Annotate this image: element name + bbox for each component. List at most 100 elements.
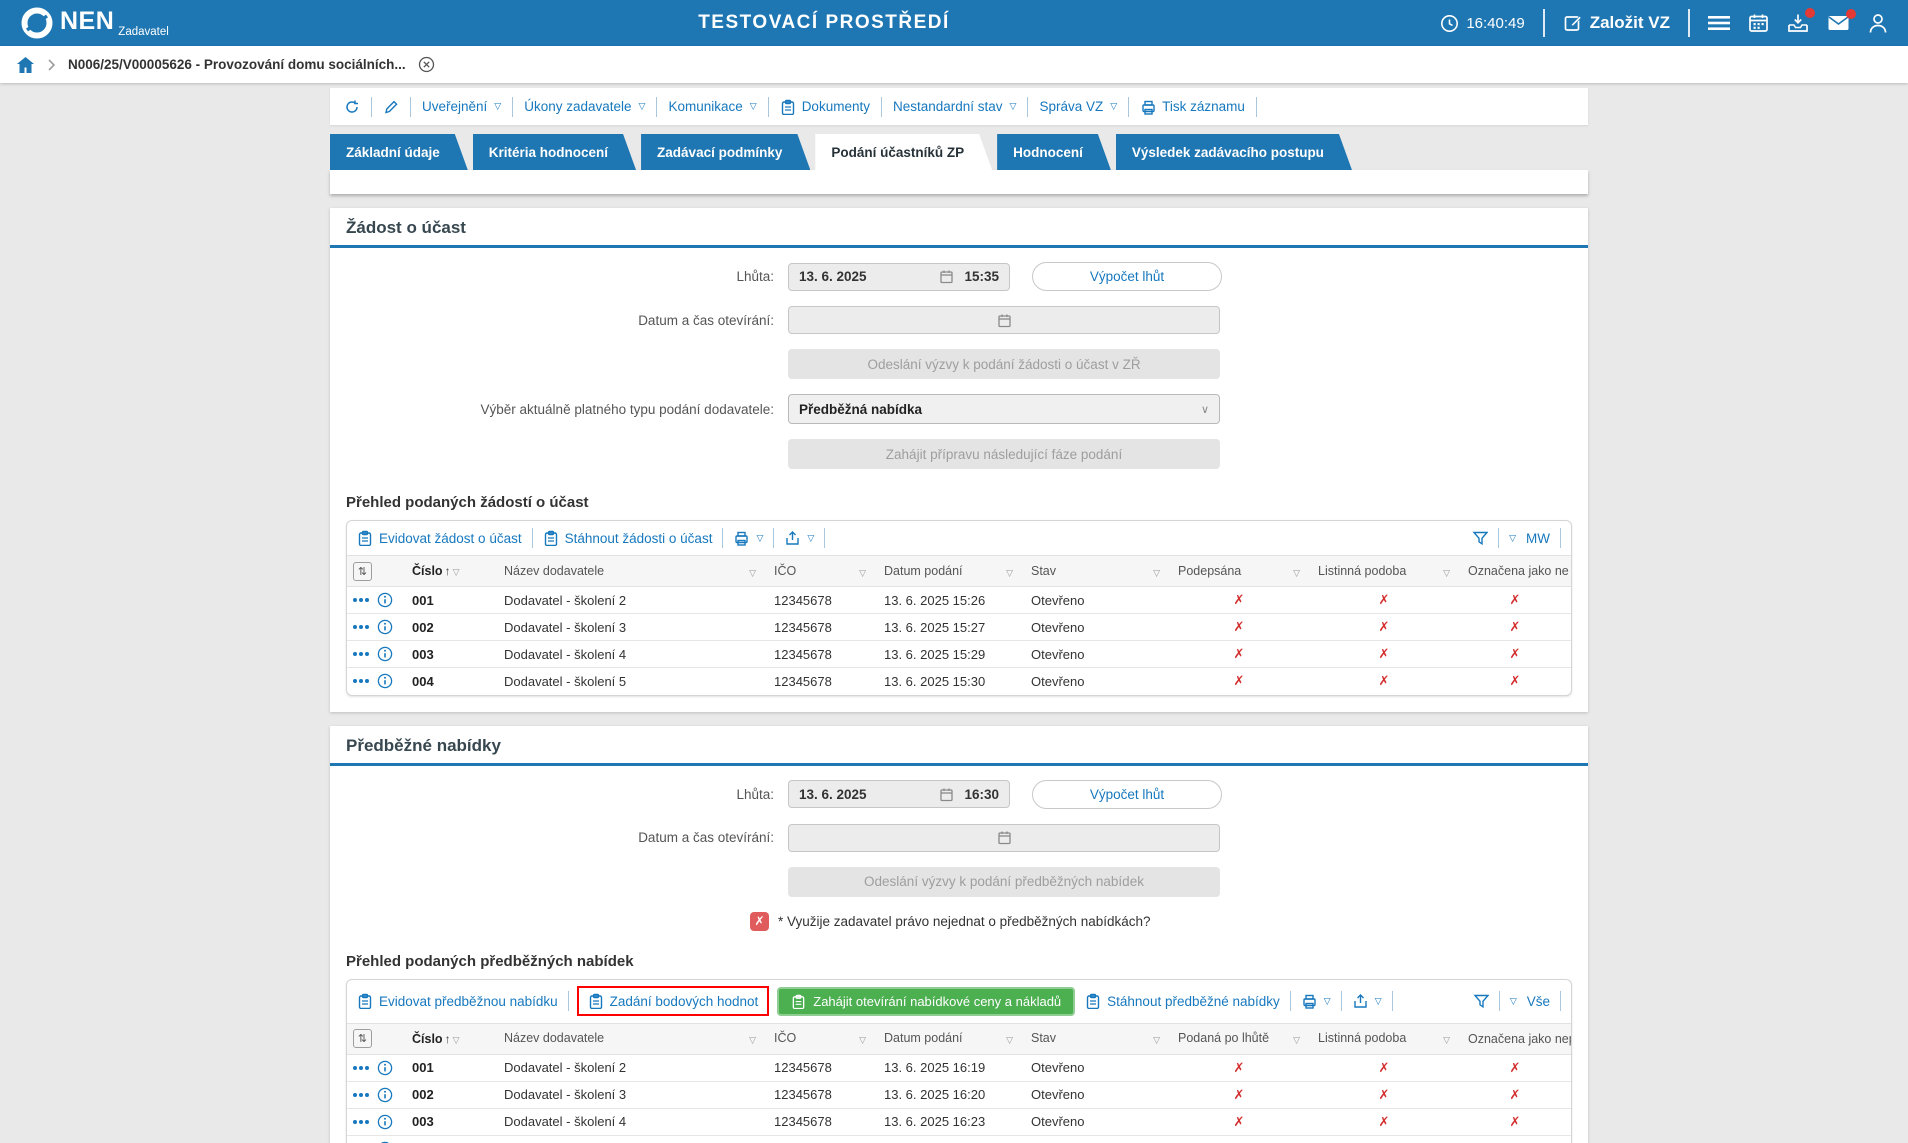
menu-ukony-zadavatele[interactable]: Úkony zadavatele▽: [524, 99, 645, 114]
calendar-icon[interactable]: [939, 269, 954, 284]
typ-podani-select[interactable]: Předběžná nabídka ∨: [788, 394, 1220, 424]
column-header[interactable]: ▽IČO: [765, 556, 875, 587]
tab-zadavaci-podminky[interactable]: Zadávací podmínky: [641, 134, 810, 170]
row-menu-icon[interactable]: [353, 679, 369, 683]
lhuta-time-value[interactable]: 15:35: [964, 269, 999, 284]
evidovat-zadost-button[interactable]: Evidovat žádost o účast: [357, 530, 522, 546]
tab-podani-ucastniku-zp[interactable]: Podání účastníků ZP: [815, 134, 992, 170]
row-menu-icon[interactable]: [353, 1120, 369, 1124]
column-header[interactable]: Číslo↑▽: [403, 556, 495, 587]
view-selector[interactable]: MW: [1526, 531, 1550, 546]
view-dropdown-icon[interactable]: ▽: [1509, 533, 1516, 544]
calendar-icon[interactable]: [997, 830, 1012, 845]
vypocet-lhut-button[interactable]: Výpočet lhůt: [1032, 780, 1222, 809]
view-dropdown-icon[interactable]: ▽: [1510, 996, 1517, 1007]
column-filter-icon[interactable]: ▽: [1443, 1035, 1450, 1046]
info-icon[interactable]: [377, 592, 393, 608]
column-settings-icon[interactable]: ⇅: [353, 562, 372, 581]
downloads-button[interactable]: [1787, 13, 1809, 33]
menu-komunikace[interactable]: Komunikace▽: [668, 99, 756, 114]
column-filter-icon[interactable]: ▽: [1443, 568, 1450, 579]
table-row[interactable]: 002 Dodavatel - školení 3 12345678 13. 6…: [347, 1081, 1571, 1108]
menu-tisk-zaznamu[interactable]: Tisk záznamu: [1140, 99, 1245, 115]
menu-button[interactable]: [1708, 15, 1730, 31]
column-header[interactable]: ▽Podepsána: [1169, 556, 1309, 587]
tab-zakladni-udaje[interactable]: Základní údaje: [330, 134, 468, 170]
export-button[interactable]: ▽: [1352, 993, 1382, 1009]
table-row[interactable]: 001 Dodavatel - školení 2 12345678 13. 6…: [347, 587, 1571, 614]
column-header[interactable]: ▽Stav: [1022, 556, 1169, 587]
column-header[interactable]: ▽IČO: [765, 1023, 875, 1054]
column-filter-icon[interactable]: ▽: [859, 568, 866, 579]
menu-sprava-vz[interactable]: Správa VZ▽: [1039, 99, 1117, 114]
zadani-bodovych-hodnot-button[interactable]: Zadání bodových hodnot: [588, 993, 759, 1009]
column-filter-icon[interactable]: ▽: [1153, 568, 1160, 579]
column-filter-icon[interactable]: ▽: [859, 1035, 866, 1046]
column-filter-icon[interactable]: ▽: [1293, 568, 1300, 579]
table-row[interactable]: 002 Dodavatel - školení 3 12345678 13. 6…: [347, 614, 1571, 641]
calendar-icon[interactable]: [997, 313, 1012, 328]
otevirani-datetime-field[interactable]: [788, 306, 1220, 334]
column-header[interactable]: ▽Podaná po lhůtě: [1169, 1023, 1309, 1054]
column-header[interactable]: ▽Datum podání: [875, 556, 1022, 587]
column-header[interactable]: Číslo↑▽: [403, 1023, 495, 1054]
vypocet-lhut-button[interactable]: Výpočet lhůt: [1032, 262, 1222, 291]
menu-uverejneni[interactable]: Uveřejnění▽: [422, 99, 501, 114]
row-menu-icon[interactable]: [353, 1066, 369, 1070]
column-filter-icon[interactable]: ▽: [749, 568, 756, 579]
view-selector[interactable]: Vše: [1527, 994, 1550, 1009]
tab-kriteria-hodnoceni[interactable]: Kritéria hodnocení: [473, 134, 636, 170]
menu-nestandardni-stav[interactable]: Nestandardní stav▽: [893, 99, 1016, 114]
odeslani-vyzvy-button[interactable]: Odeslání výzvy k podání předběžných nabí…: [788, 867, 1220, 897]
table-row[interactable]: 001 Dodavatel - školení 2 12345678 13. 6…: [347, 1054, 1571, 1081]
messages-button[interactable]: [1827, 14, 1850, 32]
profile-button[interactable]: [1868, 13, 1888, 34]
row-menu-icon[interactable]: [353, 625, 369, 629]
row-menu-icon[interactable]: [353, 598, 369, 602]
zahajit-pripravu-button[interactable]: Zahájit přípravu následující fáze podání: [788, 439, 1220, 469]
column-filter-icon[interactable]: ▽: [1153, 1035, 1160, 1046]
column-header[interactable]: ▽Listinná podoba: [1309, 1023, 1459, 1054]
column-header[interactable]: ▽Datum podání: [875, 1023, 1022, 1054]
evidovat-nabidku-button[interactable]: Evidovat předběžnou nabídku: [357, 993, 558, 1009]
filter-icon[interactable]: [1472, 530, 1488, 546]
refresh-button[interactable]: [344, 99, 360, 115]
column-header[interactable]: ▽Stav: [1022, 1023, 1169, 1054]
lhuta-date-value[interactable]: 13. 6. 2025: [799, 269, 929, 284]
calendar-button[interactable]: [1748, 13, 1769, 33]
table-row[interactable]: 004 Dodavatel - školení 5 12345678 13. 6…: [347, 668, 1571, 695]
lhuta-date-value[interactable]: 13. 6. 2025: [799, 787, 929, 802]
info-icon[interactable]: [377, 619, 393, 635]
tab-vysledek-zadavaciho-postupu[interactable]: Výsledek zadávacího postupu: [1116, 134, 1352, 170]
row-menu-icon[interactable]: [353, 1093, 369, 1097]
column-filter-icon[interactable]: ▽: [453, 1035, 460, 1045]
column-filter-icon[interactable]: ▽: [1006, 568, 1013, 579]
create-vz-button[interactable]: Založit VZ: [1563, 13, 1670, 33]
stahnout-nabidky-button[interactable]: Stáhnout předběžné nabídky: [1085, 993, 1280, 1009]
info-icon[interactable]: [377, 1060, 393, 1076]
column-header[interactable]: ▽Listinná podoba: [1309, 556, 1459, 587]
edit-button[interactable]: [383, 99, 399, 115]
lhuta-time-value[interactable]: 16:30: [964, 787, 999, 802]
info-icon[interactable]: [377, 1114, 393, 1130]
print-button[interactable]: ▽: [733, 530, 763, 546]
zahajit-otevirani-button[interactable]: Zahájit otevírání nabídkové ceny a nákla…: [777, 987, 1075, 1016]
info-icon[interactable]: [377, 646, 393, 662]
otevirani-datetime-field[interactable]: [788, 824, 1220, 852]
odeslani-vyzvy-button[interactable]: Odeslání výzvy k podání žádosti o účast …: [788, 349, 1220, 379]
close-tab-icon[interactable]: [418, 56, 435, 73]
column-header[interactable]: ▽Název dodavatele: [495, 1023, 765, 1054]
column-filter-icon[interactable]: ▽: [1293, 1035, 1300, 1046]
column-filter-icon[interactable]: ▽: [749, 1035, 756, 1046]
lhuta-datetime-field[interactable]: 13. 6. 2025 15:35: [788, 263, 1010, 291]
table-row[interactable]: 003 Dodavatel - školení 4 12345678 13. 6…: [347, 641, 1571, 668]
nen-logo[interactable]: NEN Zadavatel: [20, 6, 169, 40]
column-header[interactable]: Označena jako nep: [1459, 1023, 1571, 1054]
breadcrumb-item[interactable]: N006/25/V00005626 - Provozování domu soc…: [68, 57, 406, 72]
column-filter-icon[interactable]: ▽: [453, 567, 460, 577]
tab-hodnoceni[interactable]: Hodnocení: [997, 134, 1111, 170]
export-button[interactable]: ▽: [784, 530, 814, 546]
filter-icon[interactable]: [1473, 993, 1489, 1009]
calendar-icon[interactable]: [939, 787, 954, 802]
home-icon[interactable]: [16, 56, 35, 74]
